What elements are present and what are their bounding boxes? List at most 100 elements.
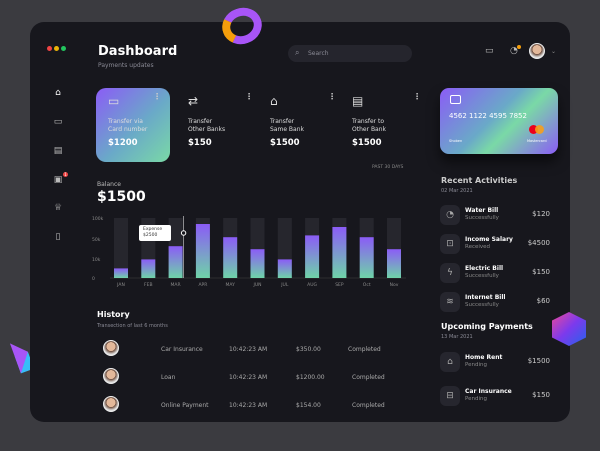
bar-AUG (305, 235, 320, 278)
y-tick-label: 0 (92, 276, 95, 282)
x-tick-label: AUG (307, 282, 317, 288)
wifi-icon: ≋ (440, 292, 460, 312)
table-row[interactable]: Loan 10:42:23 AM $1200.00 Completed (100, 368, 420, 388)
clipboard-icon[interactable]: ▤ (53, 146, 63, 156)
chart-tooltip: Expense $2500 (139, 225, 171, 241)
wallet-icon[interactable]: ▭ (485, 46, 494, 56)
bar-Nov (387, 249, 401, 278)
y-tick-label: 50k (92, 237, 101, 243)
activity-name: Electric Bill (465, 265, 504, 272)
x-tick-label: FEB (144, 282, 153, 288)
water-icon: ◔ (440, 205, 460, 225)
transfer-card-other-banks[interactable]: ⇄ ⋮ Transfer Other Banks $150 (176, 88, 253, 162)
row-amount: $350.00 (296, 346, 321, 353)
activity-name: Car Insurance (465, 388, 512, 395)
bar-MAR (168, 246, 183, 278)
minimize-dot[interactable] (54, 46, 59, 51)
car-icon: ⊟ (440, 386, 460, 406)
table-row[interactable]: Car Insurance 10:42:23 AM $350.00 Completed (100, 340, 420, 360)
maximize-dot[interactable] (61, 46, 66, 51)
y-tick-label: 100k (92, 216, 104, 222)
document-transfer-icon: ▤ (352, 94, 364, 108)
bank-icon: ⌂ (270, 94, 278, 108)
transfer-label: Other Banks (188, 126, 226, 133)
row-name: Online Payment (161, 402, 209, 409)
activity-amount: $4500 (527, 239, 550, 247)
activity-status: Successfully (465, 302, 499, 308)
notification-dot (517, 45, 521, 49)
close-dot[interactable] (47, 46, 52, 51)
hover-point (180, 230, 187, 236)
avatar (103, 340, 119, 356)
chip-icon (450, 95, 461, 104)
home-icon[interactable]: ⌂ (55, 88, 61, 98)
balance-chart: 100k 50k 10k 0 JAN FEB MAR APR MAY JUN JUL AUG SEP Oc… (92, 216, 406, 288)
activity-item[interactable]: ◔ Water Bill Successfully $120 (440, 205, 550, 229)
activity-status: Successfully (465, 273, 499, 279)
upcoming-date: 13 Mar 2021 (441, 334, 473, 340)
balance-amount: $1500 (97, 189, 146, 205)
arrows-icon: ⇄ (188, 94, 199, 108)
bar-Oct (359, 237, 374, 278)
window-controls (47, 36, 68, 55)
credit-card-icon: ▭ (108, 94, 120, 108)
recent-date: 02 Mar 2021 (441, 188, 473, 194)
mastercard-logo (535, 125, 544, 134)
bar-APR (195, 224, 210, 278)
activity-status: Pending (465, 396, 487, 402)
balance-label: Balance (97, 181, 121, 188)
more-icon[interactable]: ⋮ (153, 92, 161, 101)
more-icon[interactable]: ⋮ (413, 92, 421, 101)
transfer-label: Transfer (188, 118, 213, 125)
message-icon[interactable]: ▣ (53, 175, 63, 185)
y-tick-label: 10k (92, 257, 101, 263)
activity-item[interactable]: ⊟ Car Insurance Pending $150 (440, 386, 550, 410)
period-label[interactable]: PAST 30 DAYS (372, 165, 404, 170)
activity-item[interactable]: ≋ Internet Bill Successfully $60 (440, 292, 550, 316)
transfer-label: Transfer via (108, 118, 143, 125)
card-number: 4562 1122 4595 7852 (449, 112, 527, 120)
monitor-icon[interactable]: ▭ (53, 117, 63, 127)
chevron-down-icon[interactable]: ⌄ (551, 48, 557, 55)
activity-name: Internet Bill (465, 294, 506, 301)
activity-item[interactable]: ⌂ Home Rent Pending $1500 (440, 352, 550, 376)
trophy-icon[interactable]: ♕ (53, 203, 63, 213)
transfer-card-card-number[interactable]: ▭ ⋮ Transfer via Card number $1200 (96, 88, 170, 162)
x-tick-label: MAR (171, 282, 181, 288)
row-time: 10:42:23 AM (229, 346, 268, 353)
history-title: History (97, 310, 130, 319)
x-tick-label: Nov (390, 282, 399, 288)
search-input[interactable]: ⌕ Search (288, 45, 412, 62)
bar-track (114, 218, 128, 278)
card-brand: Mastercard (527, 139, 547, 143)
activity-amount: $150 (532, 268, 550, 276)
search-icon: ⌕ (295, 48, 300, 57)
history-subtitle: Transection of last 6 months (97, 323, 168, 329)
row-status: Completed (352, 402, 385, 409)
activity-name: Water Bill (465, 207, 499, 214)
bell-icon[interactable]: ◔ (510, 46, 518, 56)
activity-status: Received (465, 244, 491, 250)
message-badge: 1 (63, 172, 68, 177)
activity-status: Pending (465, 362, 487, 368)
credit-card[interactable]: 4562 1122 4595 7852 Shoben Mastercard (440, 88, 558, 154)
transfer-card-same-bank[interactable]: ⌂ ⋮ Transfer Same Bank $1500 (258, 88, 336, 162)
user-avatar[interactable] (529, 43, 545, 59)
gem-decoration (552, 312, 586, 346)
row-amount: $1200.00 (296, 374, 325, 381)
more-icon[interactable]: ⋮ (245, 92, 253, 101)
document-icon[interactable]: ▯ (55, 232, 61, 242)
mastercard-logo (529, 125, 538, 134)
activity-amount: $1500 (527, 357, 550, 365)
transfer-card-other-bank[interactable]: ▤ ⋮ Transfer to Other Bank $1500 (340, 88, 421, 162)
recent-title: Recent Activities (441, 176, 518, 185)
bar-JUN (250, 249, 265, 278)
search-placeholder: Search (308, 50, 329, 57)
more-icon[interactable]: ⋮ (328, 92, 336, 101)
activity-item[interactable]: ϟ Electric Bill Successfully $150 (440, 263, 550, 287)
activity-item[interactable]: ⊡ Income Salary Received $4500 (440, 234, 550, 258)
transfer-label: Same Bank (270, 126, 304, 133)
tooltip-value: $2500 (143, 233, 158, 238)
x-tick-label: SEP (335, 282, 344, 288)
table-row[interactable]: Online Payment 10:42:23 AM $154.00 Complete… (100, 396, 420, 416)
